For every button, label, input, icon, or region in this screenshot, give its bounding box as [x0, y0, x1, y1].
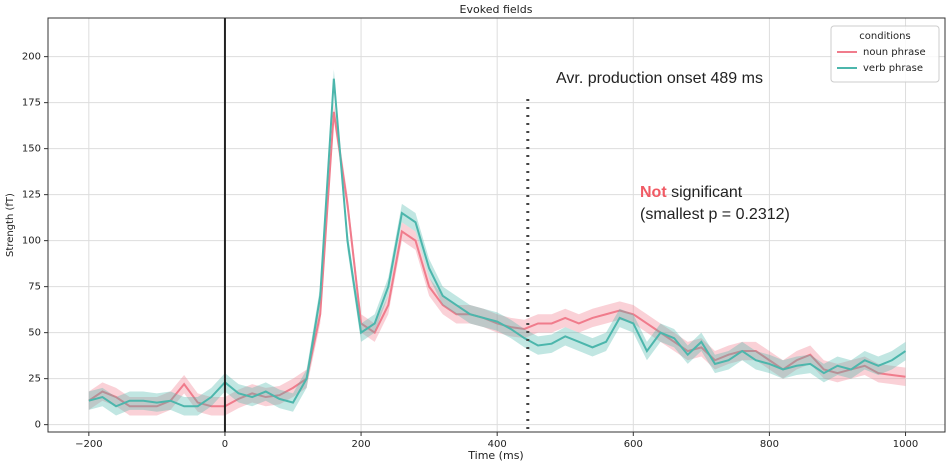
- y-tick-label: 175: [22, 98, 41, 109]
- y-tick-label: 150: [22, 144, 41, 155]
- y-tick-label: 50: [28, 328, 41, 339]
- y-tick-label: 125: [22, 190, 41, 201]
- plot-area: [44, 17, 946, 436]
- legend-box: [830, 25, 940, 83]
- y-axis-label: Strength (fT): [5, 193, 16, 257]
- confidence-band: [88, 69, 906, 416]
- y-tick-label: 75: [28, 282, 41, 293]
- y-tick-label: 200: [22, 52, 41, 63]
- chart-title: Evoked fields: [460, 3, 533, 16]
- significance-annotation: Not significant: [640, 184, 743, 201]
- x-tick-label: 400: [488, 439, 507, 450]
- y-tick-label: 0: [35, 420, 41, 431]
- x-tick-label: 1000: [893, 439, 918, 450]
- legend-label: noun phrase: [863, 47, 926, 58]
- y-tick-label: 100: [22, 236, 41, 247]
- legend: conditions noun phrase verb phrase: [830, 25, 940, 83]
- significance-rest: significant: [667, 184, 743, 201]
- x-tick-label: 800: [760, 439, 779, 450]
- x-tick-label: −200: [75, 439, 102, 450]
- x-axis-label: Time (ms): [467, 449, 523, 461]
- y-tick-label: 25: [28, 374, 41, 385]
- onset-annotation: Avr. production onset 489 ms: [556, 70, 763, 87]
- significance-word: Not: [640, 184, 667, 201]
- plot-frame: [47, 17, 946, 433]
- significance-detail: (smallest p = 0.2312): [640, 206, 790, 223]
- x-tick-label: 200: [352, 439, 371, 450]
- legend-title: conditions: [859, 31, 910, 42]
- x-tick-label: 600: [624, 439, 643, 450]
- x-tick-label: 0: [222, 439, 228, 450]
- legend-label: verb phrase: [863, 63, 923, 74]
